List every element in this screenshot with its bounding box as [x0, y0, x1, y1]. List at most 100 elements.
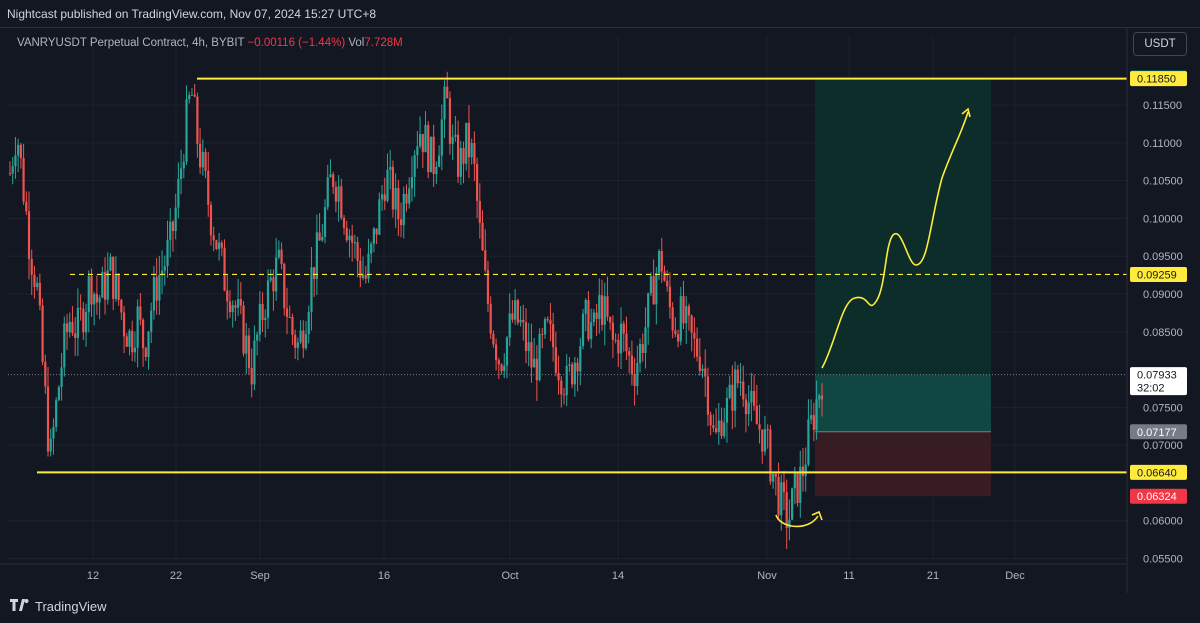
candle-body: [573, 362, 576, 385]
candle-body: [375, 228, 378, 235]
candle-body: [818, 395, 821, 400]
candle-body: [169, 221, 172, 241]
current-price-tag-countdown: 32:02: [1137, 383, 1165, 395]
candle-body: [46, 386, 50, 452]
candle-body: [527, 342, 530, 351]
candle-body: [628, 351, 631, 356]
candle-body: [655, 273, 658, 305]
candle-body: [641, 343, 644, 353]
candle-body: [459, 148, 462, 177]
candle-body: [418, 134, 422, 147]
price-axis[interactable]: 0.11500 0.11000 0.10500 0.10000 0.09500 0.090…: [1126, 28, 1200, 593]
candle-body: [152, 277, 156, 311]
candle-body: [294, 334, 297, 348]
candle-body: [87, 276, 90, 313]
candle-body: [120, 299, 123, 313]
level-price-tag: 0.11850: [1137, 74, 1176, 86]
candle-body: [323, 207, 327, 237]
candle-body: [731, 384, 734, 411]
candle-body: [424, 124, 427, 153]
currency-button[interactable]: USDT: [1133, 32, 1187, 56]
entry-price-tag: 0.07177: [1137, 427, 1177, 439]
candle-body: [302, 330, 305, 349]
tradingview-logo[interactable]: TradingView: [10, 598, 107, 614]
candle-body: [215, 240, 218, 249]
level-price-tag-bg: [1130, 464, 1187, 480]
candle-body: [112, 256, 115, 299]
candle-body: [226, 290, 229, 302]
time-tick-label: 14: [612, 570, 624, 582]
candle-body: [326, 177, 329, 208]
stop-price-tag: 0.06324: [1137, 491, 1177, 503]
candle-body: [329, 174, 332, 178]
candle-body: [95, 293, 99, 303]
candle-body: [158, 275, 161, 301]
candle-body: [288, 316, 291, 318]
candle-body: [674, 330, 677, 335]
candle-body: [242, 305, 245, 354]
candle-body: [810, 415, 813, 420]
candle-body: [820, 395, 824, 400]
candle-body: [234, 305, 237, 308]
candle-body: [378, 199, 381, 235]
candle-body: [514, 300, 517, 320]
time-tick-label: 11: [843, 570, 854, 582]
candle-body: [462, 148, 465, 164]
candle-body: [345, 227, 348, 241]
candle-body: [372, 228, 376, 244]
candle-body: [706, 376, 710, 415]
candle-body: [538, 333, 541, 381]
candle-body: [41, 305, 44, 362]
candle-body: [33, 274, 36, 288]
candle-body: [141, 319, 145, 349]
candle-body: [19, 144, 22, 159]
candle-body: [68, 321, 71, 333]
candle-body: [209, 204, 213, 236]
price-tick-label: 0.09000: [1143, 289, 1183, 301]
candle-body: [131, 330, 134, 353]
candle-body: [446, 86, 449, 99]
candle-body: [617, 340, 620, 354]
candle-body: [603, 296, 606, 325]
candle-body: [541, 333, 544, 335]
level-price-tag: 0.09259: [1137, 269, 1177, 281]
candle-body: [698, 356, 701, 371]
candle-body: [465, 122, 468, 164]
candle-body: [218, 242, 221, 249]
candle-body: [36, 282, 39, 288]
price-tick-label: 0.05500: [1143, 553, 1183, 565]
candle-body: [356, 242, 359, 261]
price-tick-label: 0.11000: [1143, 138, 1182, 150]
candle-body: [733, 369, 737, 411]
candle-body: [753, 390, 756, 406]
candles: [8, 71, 824, 549]
candle-body: [788, 519, 791, 528]
candle-body: [769, 429, 772, 482]
candle-body: [500, 364, 503, 372]
candle-body: [334, 187, 337, 202]
time-tick-label: Sep: [250, 570, 270, 582]
price-tick-label: 0.10000: [1143, 213, 1183, 225]
price-axis-bg: [1127, 28, 1200, 593]
candle-body: [609, 316, 612, 323]
candle-body: [793, 472, 796, 489]
candle-body: [275, 257, 278, 292]
candle-body: [315, 232, 318, 280]
candle-body: [163, 266, 166, 271]
candle-body: [291, 317, 294, 335]
candle-body: [348, 235, 351, 241]
candle-body: [201, 152, 204, 168]
candle-body: [342, 218, 346, 228]
time-axis[interactable]: 12 22 Sep 16 Oct 14 Nov 11 21 Dec: [0, 563, 1127, 582]
candle-body: [413, 155, 416, 177]
candle-body: [690, 315, 693, 333]
candle-body: [160, 270, 164, 276]
candle-body: [299, 330, 302, 343]
price-tick-label: 0.11500: [1143, 100, 1182, 112]
candle-body: [256, 334, 259, 341]
time-tick-label: 22: [170, 570, 182, 582]
candle-body: [549, 320, 552, 325]
candle-body: [8, 173, 12, 175]
candle-body: [280, 249, 283, 264]
